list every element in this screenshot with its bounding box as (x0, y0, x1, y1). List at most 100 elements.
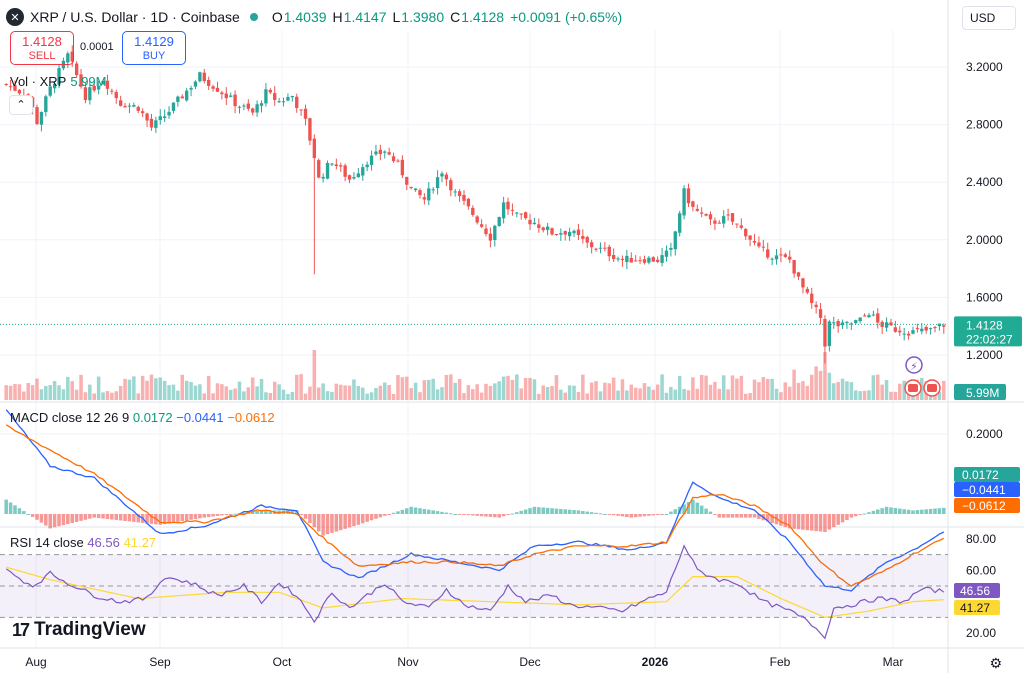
close-label: C (450, 9, 461, 25)
candle-body (171, 102, 176, 111)
volume-bar (387, 385, 391, 400)
volume-bar (805, 385, 810, 400)
volume-bar (44, 385, 48, 400)
candle-body (431, 189, 435, 191)
macd-histogram-bar (22, 511, 26, 514)
macd-histogram-bar (17, 508, 22, 514)
currency-select[interactable]: USD (962, 6, 1016, 30)
macd-histogram-bar (541, 507, 545, 514)
volume-bar (501, 376, 506, 400)
macd-histogram-bar (515, 512, 519, 514)
candle-body (858, 317, 862, 322)
candle-body (220, 92, 224, 95)
macd-histogram-bar (471, 514, 475, 516)
volume-bar (559, 389, 563, 400)
volume-bar (691, 377, 695, 400)
symbol-title[interactable]: XRP / U.S. Dollar · 1D · Coinbase (30, 9, 240, 25)
chevron-up-icon[interactable]: ⌃ (9, 95, 33, 115)
candle-body (405, 176, 409, 185)
candle-body (92, 85, 96, 91)
x-tick-label: 2026 (642, 655, 669, 669)
macd-histogram-bar (242, 512, 246, 514)
candle-body (629, 257, 633, 263)
candle-body (13, 85, 17, 91)
macd-histogram-bar (796, 514, 801, 530)
volume-bar (338, 384, 343, 400)
volume-bar (933, 393, 937, 400)
macd-histogram-bar (52, 514, 57, 528)
candle-body (735, 223, 739, 225)
candle-body (281, 101, 286, 103)
volume-bar (242, 391, 246, 400)
candle-body (686, 188, 691, 204)
volume-bar (699, 374, 704, 400)
volume-bar (356, 386, 361, 400)
volume-bar (365, 393, 369, 400)
volume-bar (638, 388, 642, 400)
macd-histogram-bar (132, 514, 136, 522)
candle-body (88, 87, 92, 101)
candle-body (264, 89, 268, 104)
candle-body (114, 91, 118, 99)
macd-histogram-bar (814, 514, 818, 532)
macd-histogram-bar (906, 509, 911, 514)
volume-bar (814, 366, 818, 400)
rsi-ma-line (6, 566, 944, 618)
macd-histogram-bar (691, 499, 695, 514)
macd-histogram-bar (651, 514, 656, 516)
rsi-legend[interactable]: RSI 14 close 46.56 41.27 (10, 535, 156, 550)
volume-legend[interactable]: Vol · XRP 5.99M (10, 74, 107, 89)
volume-bar (4, 385, 8, 400)
macd-histogram-bar (158, 514, 163, 525)
buy-button[interactable]: 1.4129 BUY (122, 31, 186, 65)
candle-body (752, 241, 757, 243)
candle-body (365, 164, 369, 168)
candle-body (585, 237, 589, 243)
gear-icon[interactable]: ⚙ (989, 655, 1002, 671)
candle-body (515, 212, 519, 214)
candle-body (717, 222, 721, 224)
volume-bar (809, 374, 814, 400)
candle-body (35, 107, 39, 125)
macd-histogram-bar (352, 514, 356, 527)
sell-button[interactable]: 1.4128 SELL (10, 31, 74, 65)
volume-bar (268, 392, 273, 400)
macd-legend[interactable]: MACD close 12 26 9 0.0172 −0.0441 −0.061… (10, 410, 275, 425)
volume-bar (110, 392, 114, 400)
candle-body (559, 233, 563, 235)
candle-body (849, 323, 854, 325)
volume-bar (942, 380, 946, 400)
volume-bar (237, 381, 242, 400)
macd-histogram-bar (48, 514, 52, 529)
volume-bar (277, 384, 281, 400)
macd-histogram-bar (528, 508, 532, 514)
macd-histogram-bar (695, 502, 700, 514)
macd-histogram-bar (233, 513, 237, 515)
macd-histogram-bar (501, 514, 506, 517)
candle-body (678, 213, 682, 233)
volume-bar (246, 387, 251, 400)
macd-histogram-bar (655, 514, 660, 515)
volume-bar (272, 381, 277, 400)
candle-body (325, 163, 330, 179)
volume-bar (898, 383, 902, 400)
macd-signal-scale-label-bg (954, 498, 1020, 513)
high-label: H (332, 9, 343, 25)
candle-body (796, 272, 801, 277)
candle-body (928, 328, 933, 330)
macd-histogram-bar (836, 514, 840, 525)
macd-histogram-bar (123, 514, 127, 521)
macd-histogram-bar (585, 511, 590, 514)
volume-bar (686, 390, 691, 400)
macd-histogram-bar (440, 511, 444, 514)
macd-histogram-bar (444, 512, 449, 514)
volume-bar (603, 382, 607, 400)
macd-signal-legend-value: −0.0441 (176, 410, 224, 425)
candle-body (422, 197, 427, 200)
macd-histogram-bar (664, 514, 669, 515)
macd-histogram-bar (902, 509, 906, 514)
volume-bar (889, 391, 893, 400)
macd-histogram-bar (893, 508, 898, 514)
macd-histogram-bar (167, 514, 171, 524)
